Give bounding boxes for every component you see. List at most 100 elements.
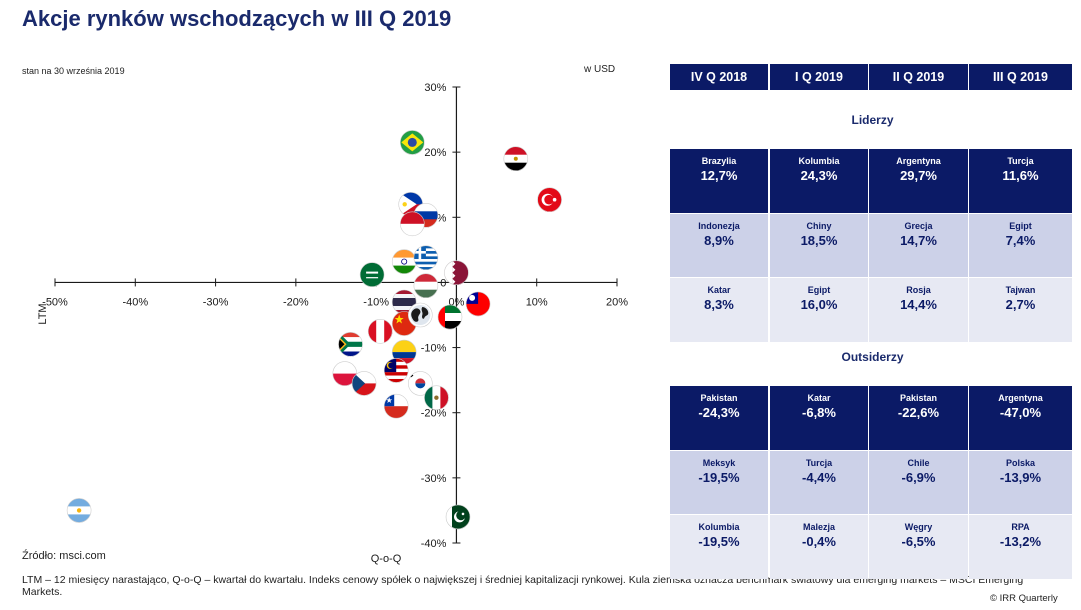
data-point-flag-indonesia bbox=[399, 211, 425, 237]
y-tick-label: 20% bbox=[424, 147, 446, 159]
country-name: Egipt bbox=[1009, 221, 1032, 231]
data-point-flag-turkey bbox=[537, 187, 562, 212]
leaders-title: Liderzy bbox=[851, 113, 894, 127]
x-tick-label: -50% bbox=[42, 296, 68, 308]
return-value: -19,5% bbox=[698, 534, 740, 549]
as-of-date: stan na 30 września 2019 bbox=[22, 66, 125, 76]
country-name: Kolumbia bbox=[698, 522, 740, 532]
leaders-cell: Egipt 7,4% bbox=[969, 214, 1072, 277]
y-tick-label: -30% bbox=[421, 473, 447, 485]
source-note: Źródło: msci.com bbox=[22, 550, 106, 562]
outsiders-cell: Pakistan -22,6% bbox=[869, 386, 968, 450]
quarter-header: IV Q 2018 bbox=[670, 64, 768, 90]
return-value: 8,3% bbox=[704, 297, 734, 312]
data-point-flag-greece bbox=[413, 245, 439, 271]
return-value: -22,6% bbox=[897, 405, 940, 420]
country-name: Katar bbox=[707, 285, 731, 295]
x-tick-label: 20% bbox=[606, 296, 628, 308]
leaders-cell: Brazylia 12,7% bbox=[670, 149, 768, 213]
y-tick-label: 0 bbox=[440, 277, 446, 289]
outsiders-cell: Turcja -4,4% bbox=[770, 451, 868, 514]
leaders-cell: Turcja 11,6% bbox=[969, 149, 1072, 213]
outsiders-cell: Katar -6,8% bbox=[770, 386, 868, 450]
country-name: Kolumbia bbox=[798, 156, 840, 166]
data-point-flag-chile bbox=[383, 393, 409, 419]
outsiders-cell: Malezja -0,4% bbox=[770, 515, 868, 579]
return-value: 11,6% bbox=[1002, 168, 1039, 183]
data-point-flag-mexico bbox=[424, 385, 449, 411]
return-value: -13,2% bbox=[999, 534, 1042, 549]
country-name: Węgry bbox=[904, 522, 933, 532]
unit-label: w USD bbox=[584, 64, 616, 75]
country-name: Meksyk bbox=[702, 458, 736, 468]
country-name: Egipt bbox=[807, 285, 831, 295]
return-value: 8,9% bbox=[704, 233, 734, 248]
return-value: 16,0% bbox=[800, 297, 838, 312]
return-value: -47,0% bbox=[999, 405, 1042, 420]
y-axis-label: LTM bbox=[37, 303, 49, 324]
x-tick-label: -20% bbox=[283, 296, 309, 308]
return-value: 29,7% bbox=[900, 168, 937, 183]
y-tick-label: -40% bbox=[421, 538, 447, 550]
data-point-flag-poland bbox=[332, 361, 358, 386]
return-value: 14,4% bbox=[900, 297, 937, 312]
country-name: Chile bbox=[907, 458, 930, 468]
leaders-cell: Kolumbia 24,3% bbox=[770, 149, 868, 213]
x-tick-label: -40% bbox=[122, 296, 148, 308]
data-point-flag-pakistan bbox=[445, 504, 471, 530]
outsiders-title: Outsiderzy bbox=[841, 350, 904, 364]
country-name: Rosja bbox=[906, 285, 931, 295]
x-tick-label: 10% bbox=[526, 296, 548, 308]
return-value: 7,4% bbox=[1005, 233, 1036, 248]
country-name: Polska bbox=[1005, 458, 1036, 468]
leaders-cell: Rosja 14,4% bbox=[869, 278, 968, 342]
quarter-header: III Q 2019 bbox=[969, 64, 1072, 90]
return-value: -13,9% bbox=[999, 470, 1042, 485]
country-name: Tajwan bbox=[1005, 285, 1036, 295]
y-tick-label: -20% bbox=[421, 408, 447, 420]
country-name: Turcja bbox=[1007, 156, 1034, 166]
outsiders-cell: Polska -13,9% bbox=[969, 451, 1072, 514]
country-name: Pakistan bbox=[700, 393, 738, 403]
outsiders-cell: Węgry -6,5% bbox=[869, 515, 968, 579]
outsiders-cell: RPA -13,2% bbox=[969, 515, 1072, 579]
return-value: -24,3% bbox=[698, 405, 740, 420]
leaders-cell: Katar 8,3% bbox=[670, 278, 768, 342]
data-point-flag-saudi-arabia bbox=[359, 262, 385, 287]
scatter-chart: -50%-40%-30%-20%-10%0%10%20%30%20%10%0-1… bbox=[37, 82, 628, 565]
brand-credit: © IRR Quarterly bbox=[990, 593, 1058, 604]
return-value: 24,3% bbox=[800, 168, 838, 183]
return-value: 2,7% bbox=[1005, 297, 1036, 312]
country-name: Argentyna bbox=[896, 156, 941, 166]
country-name: Indonezja bbox=[698, 221, 740, 231]
country-name: Brazylia bbox=[701, 156, 737, 166]
x-tick-label: -30% bbox=[203, 296, 229, 308]
return-value: 12,7% bbox=[700, 168, 738, 183]
data-point-flag-south-africa bbox=[338, 331, 363, 357]
y-tick-label: -10% bbox=[421, 343, 447, 355]
data-point-flag-czech-republic bbox=[351, 371, 377, 396]
outsiders-cell: Meksyk -19,5% bbox=[670, 451, 768, 514]
country-name: Pakistan bbox=[899, 393, 938, 403]
leaders-cell: Chiny 18,5% bbox=[770, 214, 868, 277]
data-point-flag-peru bbox=[367, 318, 393, 344]
data-point-flag-egypt bbox=[503, 146, 529, 171]
outsiders-cell: Argentyna -47,0% bbox=[969, 386, 1072, 450]
leaders-cell: Grecja 14,7% bbox=[869, 214, 968, 277]
return-value: -6,5% bbox=[901, 534, 936, 549]
return-value: -19,5% bbox=[698, 470, 740, 485]
data-point-flag-argentina bbox=[66, 498, 92, 523]
page-title: Akcje rynków wschodzących w III Q 2019 bbox=[22, 6, 452, 31]
country-name: Katar bbox=[807, 393, 831, 403]
country-name: Malezja bbox=[802, 522, 835, 532]
return-value: -0,4% bbox=[802, 534, 836, 549]
x-axis-label: Q-o-Q bbox=[371, 553, 402, 565]
country-name: Grecja bbox=[904, 221, 933, 231]
country-name: Turcja bbox=[805, 458, 833, 468]
leaders-cell: Egipt 16,0% bbox=[770, 278, 868, 342]
data-point-flag-taiwan bbox=[465, 291, 491, 317]
return-value: 14,7% bbox=[900, 233, 937, 248]
data-point-flag-malaysia bbox=[383, 358, 409, 383]
quarter-header: I Q 2019 bbox=[770, 64, 868, 90]
leaders-cell: Tajwan 2,7% bbox=[969, 278, 1072, 342]
